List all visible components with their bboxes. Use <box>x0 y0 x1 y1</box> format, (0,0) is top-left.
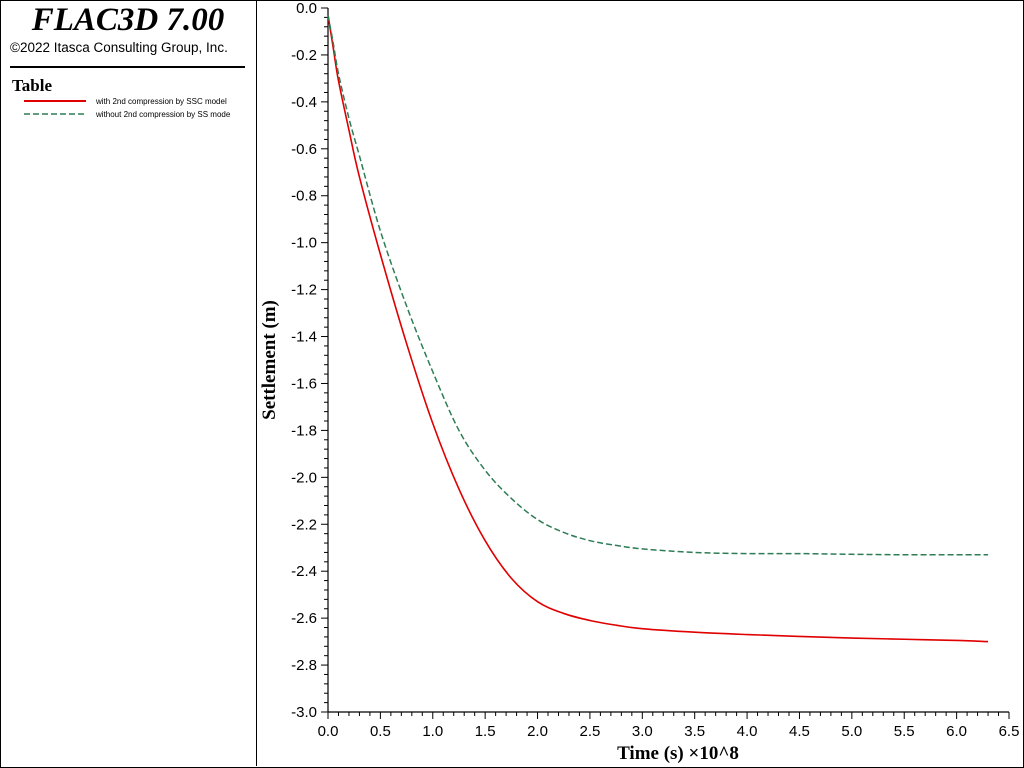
legend-label: with 2nd compression by SSC model <box>96 97 227 106</box>
y-tick-label: -0.2 <box>291 47 317 64</box>
x-tick-label: 5.0 <box>841 723 862 740</box>
y-tick-label: -2.4 <box>291 563 317 580</box>
x-tick-label: 2.5 <box>579 723 600 740</box>
y-tick-label: -0.8 <box>291 188 317 205</box>
x-tick-label: 1.0 <box>422 723 443 740</box>
legend-label: without 2nd compression by SS mode <box>96 110 231 119</box>
y-axis-ticks: 0.0 -0.2 -0.4 -0.6 -0.8 -1.0 -1.2 -1.4 -1.6 -1.8 -… <box>291 0 328 721</box>
y-tick-label: -1.2 <box>291 282 317 299</box>
x-tick-label: 3.0 <box>632 723 653 740</box>
series-layer <box>327 14 989 643</box>
x-tick-label: 5.5 <box>894 723 915 740</box>
x-tick-label: 6.0 <box>946 723 967 740</box>
line-chart: 0.0 0.5 1.0 1.5 2.0 2.5 3.0 3.5 4.0 4.5 5.0 5.5 6.0 6… <box>259 0 1020 764</box>
x-tick-label: 1.5 <box>475 723 496 740</box>
x-axis-title: Time (s) ×10^8 <box>617 743 739 764</box>
title-divider <box>10 66 245 68</box>
legend-panel: FLAC3D 7.00 ©2022 Itasca Consulting Grou… <box>0 0 257 766</box>
y-tick-label: -2.0 <box>291 469 317 486</box>
y-tick-label: -2.8 <box>291 657 317 674</box>
x-tick-label: 0.0 <box>318 723 339 740</box>
legend-title: Table <box>12 76 53 95</box>
legend-swatch-solid <box>24 100 86 102</box>
y-tick-label: -2.6 <box>291 610 317 627</box>
y-tick-label: -1.8 <box>291 422 317 439</box>
y-tick-label: -1.0 <box>291 235 317 252</box>
x-tick-label: 4.5 <box>789 723 810 740</box>
axes <box>327 8 1009 713</box>
x-tick-label: 4.0 <box>737 723 758 740</box>
copyright-text: ©2022 Itasca Consulting Group, Inc. <box>10 40 228 55</box>
y-tick-label: 0.0 <box>296 0 317 17</box>
y-tick-label: -0.4 <box>291 94 317 111</box>
y-axis-title: Settlement (m) <box>259 300 280 420</box>
y-tick-label: -1.4 <box>291 329 317 346</box>
x-tick-label: 2.0 <box>527 723 548 740</box>
x-tick-label: 6.5 <box>999 723 1020 740</box>
x-tick-label: 3.5 <box>684 723 705 740</box>
y-tick-label: -0.6 <box>291 141 317 158</box>
legend-swatch-dashed <box>24 113 86 115</box>
x-axis-ticks: 0.0 0.5 1.0 1.5 2.0 2.5 3.0 3.5 4.0 4.5 5.0 5.5 6.0 6… <box>318 712 1020 740</box>
series-line-ssc-model <box>327 14 989 643</box>
x-tick-label: 0.5 <box>370 723 391 740</box>
series-line-ss-model <box>327 14 989 556</box>
y-tick-label: -2.2 <box>291 516 317 533</box>
app-title: FLAC3D 7.00 <box>31 2 225 38</box>
y-tick-label: -3.0 <box>291 704 317 721</box>
y-tick-label: -1.6 <box>291 375 317 392</box>
